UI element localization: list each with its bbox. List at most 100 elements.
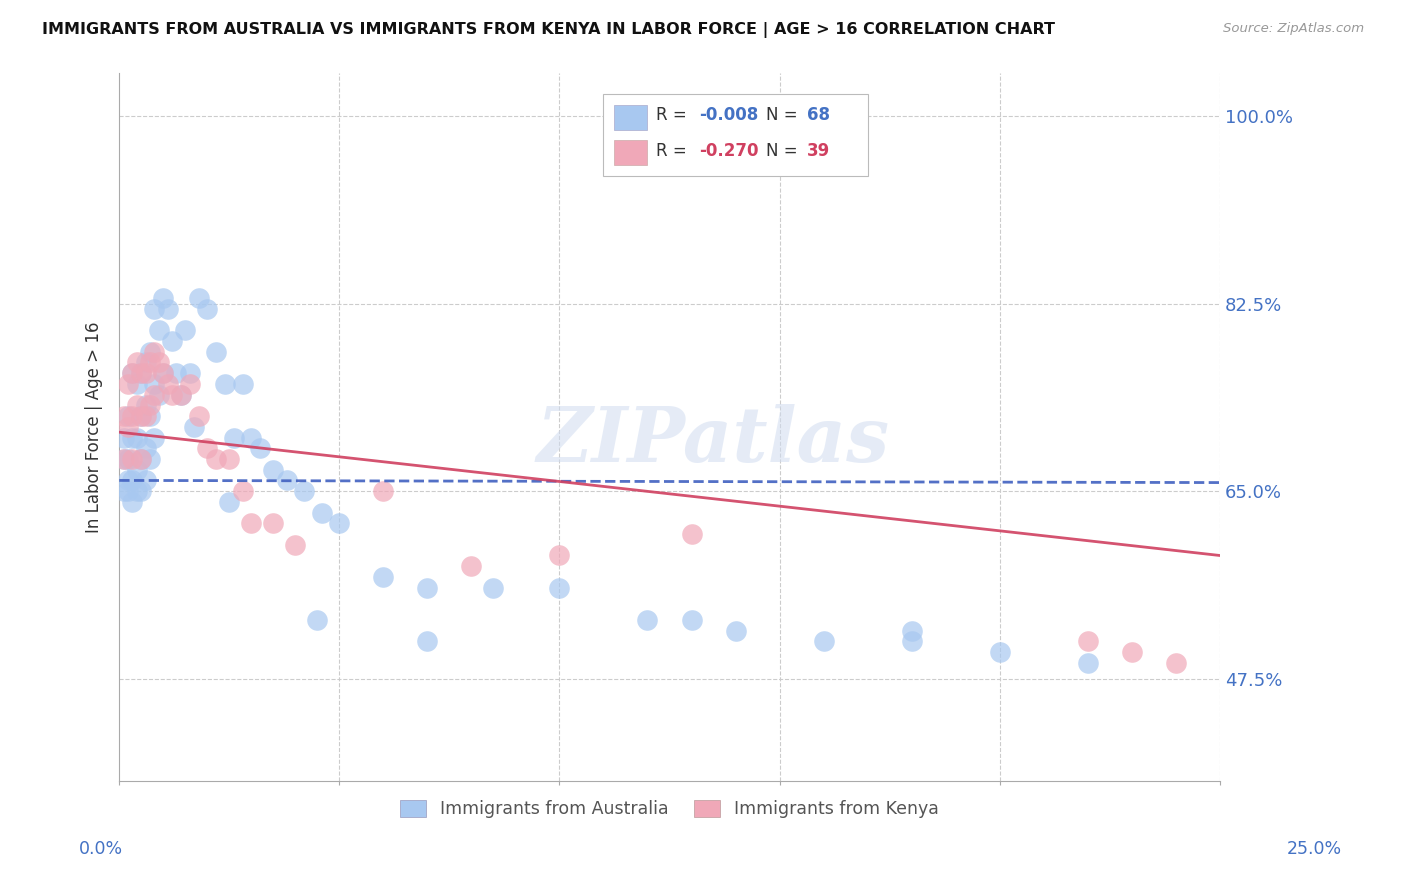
Point bbox=[637, 613, 659, 627]
Point bbox=[139, 355, 162, 369]
Text: N =: N = bbox=[766, 142, 803, 160]
Point bbox=[135, 474, 157, 488]
Text: 25.0%: 25.0% bbox=[1286, 840, 1343, 858]
Point bbox=[416, 634, 439, 648]
Point bbox=[1077, 656, 1099, 670]
Point bbox=[139, 398, 162, 412]
Text: R =: R = bbox=[657, 106, 692, 124]
Point bbox=[170, 387, 193, 401]
Point bbox=[262, 516, 284, 531]
Point bbox=[416, 581, 439, 595]
Point bbox=[129, 452, 152, 467]
Point bbox=[187, 409, 209, 423]
FancyBboxPatch shape bbox=[603, 95, 868, 176]
Point bbox=[121, 474, 143, 488]
Point bbox=[129, 452, 152, 467]
Point bbox=[205, 344, 228, 359]
Point bbox=[292, 484, 315, 499]
Point bbox=[135, 442, 157, 456]
Point bbox=[125, 376, 148, 391]
Point bbox=[121, 409, 143, 423]
Point bbox=[148, 355, 170, 369]
Point bbox=[117, 452, 139, 467]
Point bbox=[143, 301, 166, 316]
Point bbox=[117, 419, 139, 434]
Point bbox=[121, 495, 143, 509]
Text: 68: 68 bbox=[807, 106, 830, 124]
Text: ZIPatlas: ZIPatlas bbox=[537, 404, 890, 478]
Point bbox=[681, 527, 703, 541]
Point bbox=[156, 301, 179, 316]
Text: Source: ZipAtlas.com: Source: ZipAtlas.com bbox=[1223, 22, 1364, 36]
Point bbox=[129, 484, 152, 499]
Point bbox=[129, 409, 152, 423]
Point bbox=[143, 387, 166, 401]
Point bbox=[311, 506, 333, 520]
Text: IMMIGRANTS FROM AUSTRALIA VS IMMIGRANTS FROM KENYA IN LABOR FORCE | AGE > 16 COR: IMMIGRANTS FROM AUSTRALIA VS IMMIGRANTS … bbox=[42, 22, 1054, 38]
Point bbox=[121, 431, 143, 445]
Point bbox=[218, 452, 240, 467]
Point bbox=[988, 645, 1011, 659]
Point bbox=[231, 376, 253, 391]
Text: R =: R = bbox=[657, 142, 692, 160]
Point bbox=[195, 301, 218, 316]
Point bbox=[724, 624, 747, 638]
Point bbox=[1121, 645, 1143, 659]
Point bbox=[139, 452, 162, 467]
Legend: Immigrants from Australia, Immigrants from Kenya: Immigrants from Australia, Immigrants fr… bbox=[392, 793, 946, 825]
Point bbox=[143, 344, 166, 359]
Point bbox=[813, 634, 835, 648]
Point bbox=[1077, 634, 1099, 648]
Text: -0.270: -0.270 bbox=[699, 142, 759, 160]
Point bbox=[129, 366, 152, 380]
Point bbox=[143, 431, 166, 445]
Point bbox=[284, 538, 307, 552]
Point bbox=[121, 366, 143, 380]
Point bbox=[129, 366, 152, 380]
Point bbox=[900, 634, 922, 648]
Point bbox=[135, 398, 157, 412]
Point bbox=[152, 366, 174, 380]
Point bbox=[112, 452, 135, 467]
Point bbox=[205, 452, 228, 467]
Point bbox=[112, 409, 135, 423]
Point bbox=[129, 409, 152, 423]
Point bbox=[195, 442, 218, 456]
Point bbox=[125, 463, 148, 477]
Text: N =: N = bbox=[766, 106, 803, 124]
Text: -0.008: -0.008 bbox=[699, 106, 758, 124]
Point bbox=[135, 355, 157, 369]
Point bbox=[548, 549, 571, 563]
Point bbox=[276, 474, 298, 488]
Point bbox=[125, 431, 148, 445]
Point bbox=[183, 419, 205, 434]
Point bbox=[262, 463, 284, 477]
Point bbox=[373, 484, 395, 499]
Point bbox=[135, 409, 157, 423]
Point bbox=[900, 624, 922, 638]
Text: 0.0%: 0.0% bbox=[79, 840, 124, 858]
Point bbox=[112, 452, 135, 467]
Point bbox=[125, 484, 148, 499]
Point bbox=[328, 516, 350, 531]
Point bbox=[148, 323, 170, 337]
Point bbox=[152, 366, 174, 380]
Point bbox=[222, 431, 245, 445]
Point bbox=[187, 291, 209, 305]
Point bbox=[125, 355, 148, 369]
Point bbox=[143, 376, 166, 391]
Y-axis label: In Labor Force | Age > 16: In Labor Force | Age > 16 bbox=[86, 321, 103, 533]
FancyBboxPatch shape bbox=[614, 105, 648, 129]
Point bbox=[240, 516, 263, 531]
Point bbox=[214, 376, 236, 391]
Point bbox=[307, 613, 329, 627]
Point bbox=[179, 376, 201, 391]
Point bbox=[460, 559, 482, 574]
Point bbox=[373, 570, 395, 584]
Point bbox=[240, 431, 263, 445]
Point bbox=[139, 344, 162, 359]
Point bbox=[249, 442, 271, 456]
Point bbox=[117, 409, 139, 423]
Point bbox=[174, 323, 197, 337]
Point bbox=[148, 387, 170, 401]
